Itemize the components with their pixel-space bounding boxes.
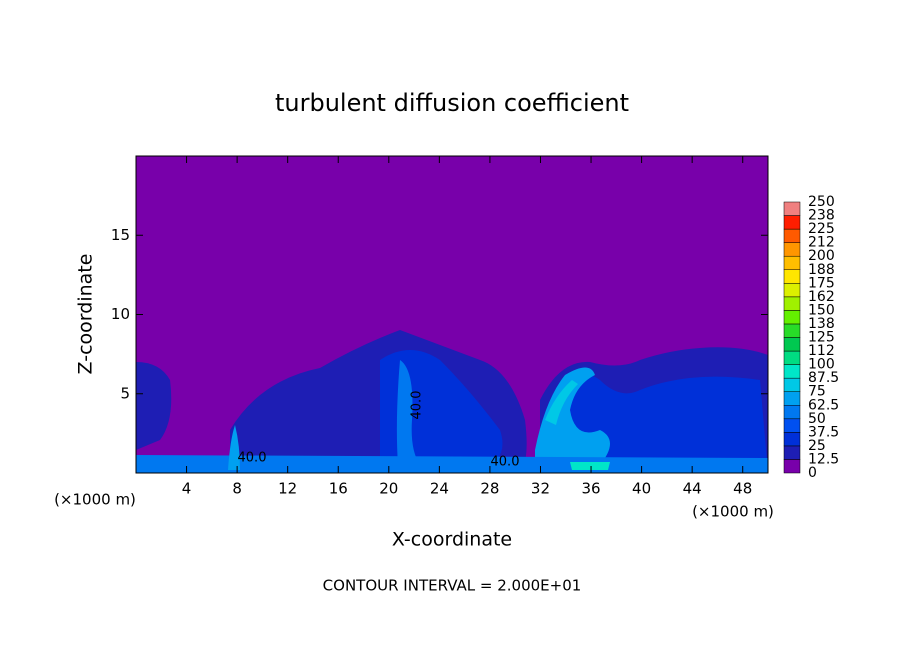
colorbar-label: 12.5 — [808, 451, 839, 467]
field-region — [560, 374, 768, 473]
contour-label: 40.0 — [491, 455, 520, 470]
contour-note: CONTOUR INTERVAL = 2.000E+01 — [323, 577, 582, 595]
x-axis-title: X-coordinate — [392, 529, 512, 551]
colorbar-label: 200 — [808, 248, 835, 264]
colorbar-bin — [783, 337, 801, 352]
x-tick-label: 40 — [632, 480, 651, 498]
colorbar-label: 250 — [808, 194, 835, 210]
y-axis-title: Z-coordinate — [75, 254, 97, 375]
x-tick-label: 4 — [182, 480, 192, 498]
colorbar-bin — [783, 228, 801, 243]
x-unit-label: (×1000 m) — [54, 491, 136, 509]
colorbar-label: 212 — [808, 235, 835, 251]
colorbar-label: 75 — [808, 384, 826, 400]
colorbar-label: 188 — [808, 262, 835, 278]
colorbar-label: 100 — [808, 357, 835, 373]
colorbar-label: 175 — [808, 275, 835, 291]
field-region — [136, 362, 172, 450]
colorbar-bin — [783, 405, 801, 420]
colorbar-bin — [783, 391, 801, 406]
colorbar-label: 25 — [808, 438, 826, 454]
colorbar-bin — [783, 364, 801, 379]
colorbar-bin — [783, 310, 801, 325]
colorbar-bin — [783, 445, 801, 460]
colorbar-label: 37.5 — [808, 424, 839, 440]
colorbar-bin — [783, 269, 801, 284]
field-region — [570, 462, 610, 470]
colorbar-label: 50 — [808, 411, 826, 427]
x-tick-label: 12 — [278, 480, 297, 498]
colorbar-bin — [783, 377, 801, 392]
colorbar-bin — [783, 283, 801, 298]
x-tick-label: 16 — [329, 480, 348, 498]
contour-label: 40.0 — [410, 391, 425, 420]
colorbar-label: 225 — [808, 221, 835, 237]
x-tick-label: 32 — [531, 480, 550, 498]
colorbar-bin — [783, 432, 801, 447]
y-tick-label: 5 — [120, 384, 130, 402]
colorbar-bin — [783, 255, 801, 271]
colorbar-label: 62.5 — [808, 397, 839, 413]
x-unit-label: (×1000 m) — [692, 503, 774, 521]
field-region — [396, 360, 420, 465]
colorbar-label: 138 — [808, 316, 835, 332]
colorbar-bin — [783, 201, 801, 216]
colorbar-bin — [783, 215, 801, 230]
colorbar-bin — [783, 459, 801, 474]
colorbar-label: 125 — [808, 330, 835, 346]
field-region — [136, 455, 768, 473]
colorbar-bin — [783, 242, 801, 257]
colorbar-bin — [783, 418, 801, 433]
field-region — [535, 367, 610, 468]
colorbar-label: 162 — [808, 289, 835, 305]
x-tick-label: 8 — [232, 480, 242, 498]
colorbar-label: 112 — [808, 343, 835, 359]
y-tick-label: 15 — [111, 226, 130, 244]
field-region — [545, 380, 578, 425]
contour-label: 40.0 — [238, 451, 267, 466]
x-tick-label: 28 — [480, 480, 499, 498]
field — [136, 330, 768, 473]
x-tick-label: 24 — [430, 480, 449, 498]
y-tick-label: 10 — [111, 305, 130, 323]
x-tick-label: 20 — [379, 480, 398, 498]
colorbar-bin — [783, 323, 801, 338]
field-region — [228, 425, 240, 470]
chart-title: turbulent diffusion coefficient — [275, 89, 629, 117]
colorbar-label: 238 — [808, 208, 835, 224]
colorbar-label: 0 — [808, 465, 817, 481]
colorbar-bin — [783, 296, 801, 311]
colorbar-bin — [783, 350, 801, 365]
x-tick-label: 48 — [733, 480, 752, 498]
colorbar-label: 87.5 — [808, 370, 839, 386]
colorbar-label: 150 — [808, 302, 835, 318]
x-tick-label: 44 — [683, 480, 702, 498]
x-tick-label: 36 — [581, 480, 600, 498]
